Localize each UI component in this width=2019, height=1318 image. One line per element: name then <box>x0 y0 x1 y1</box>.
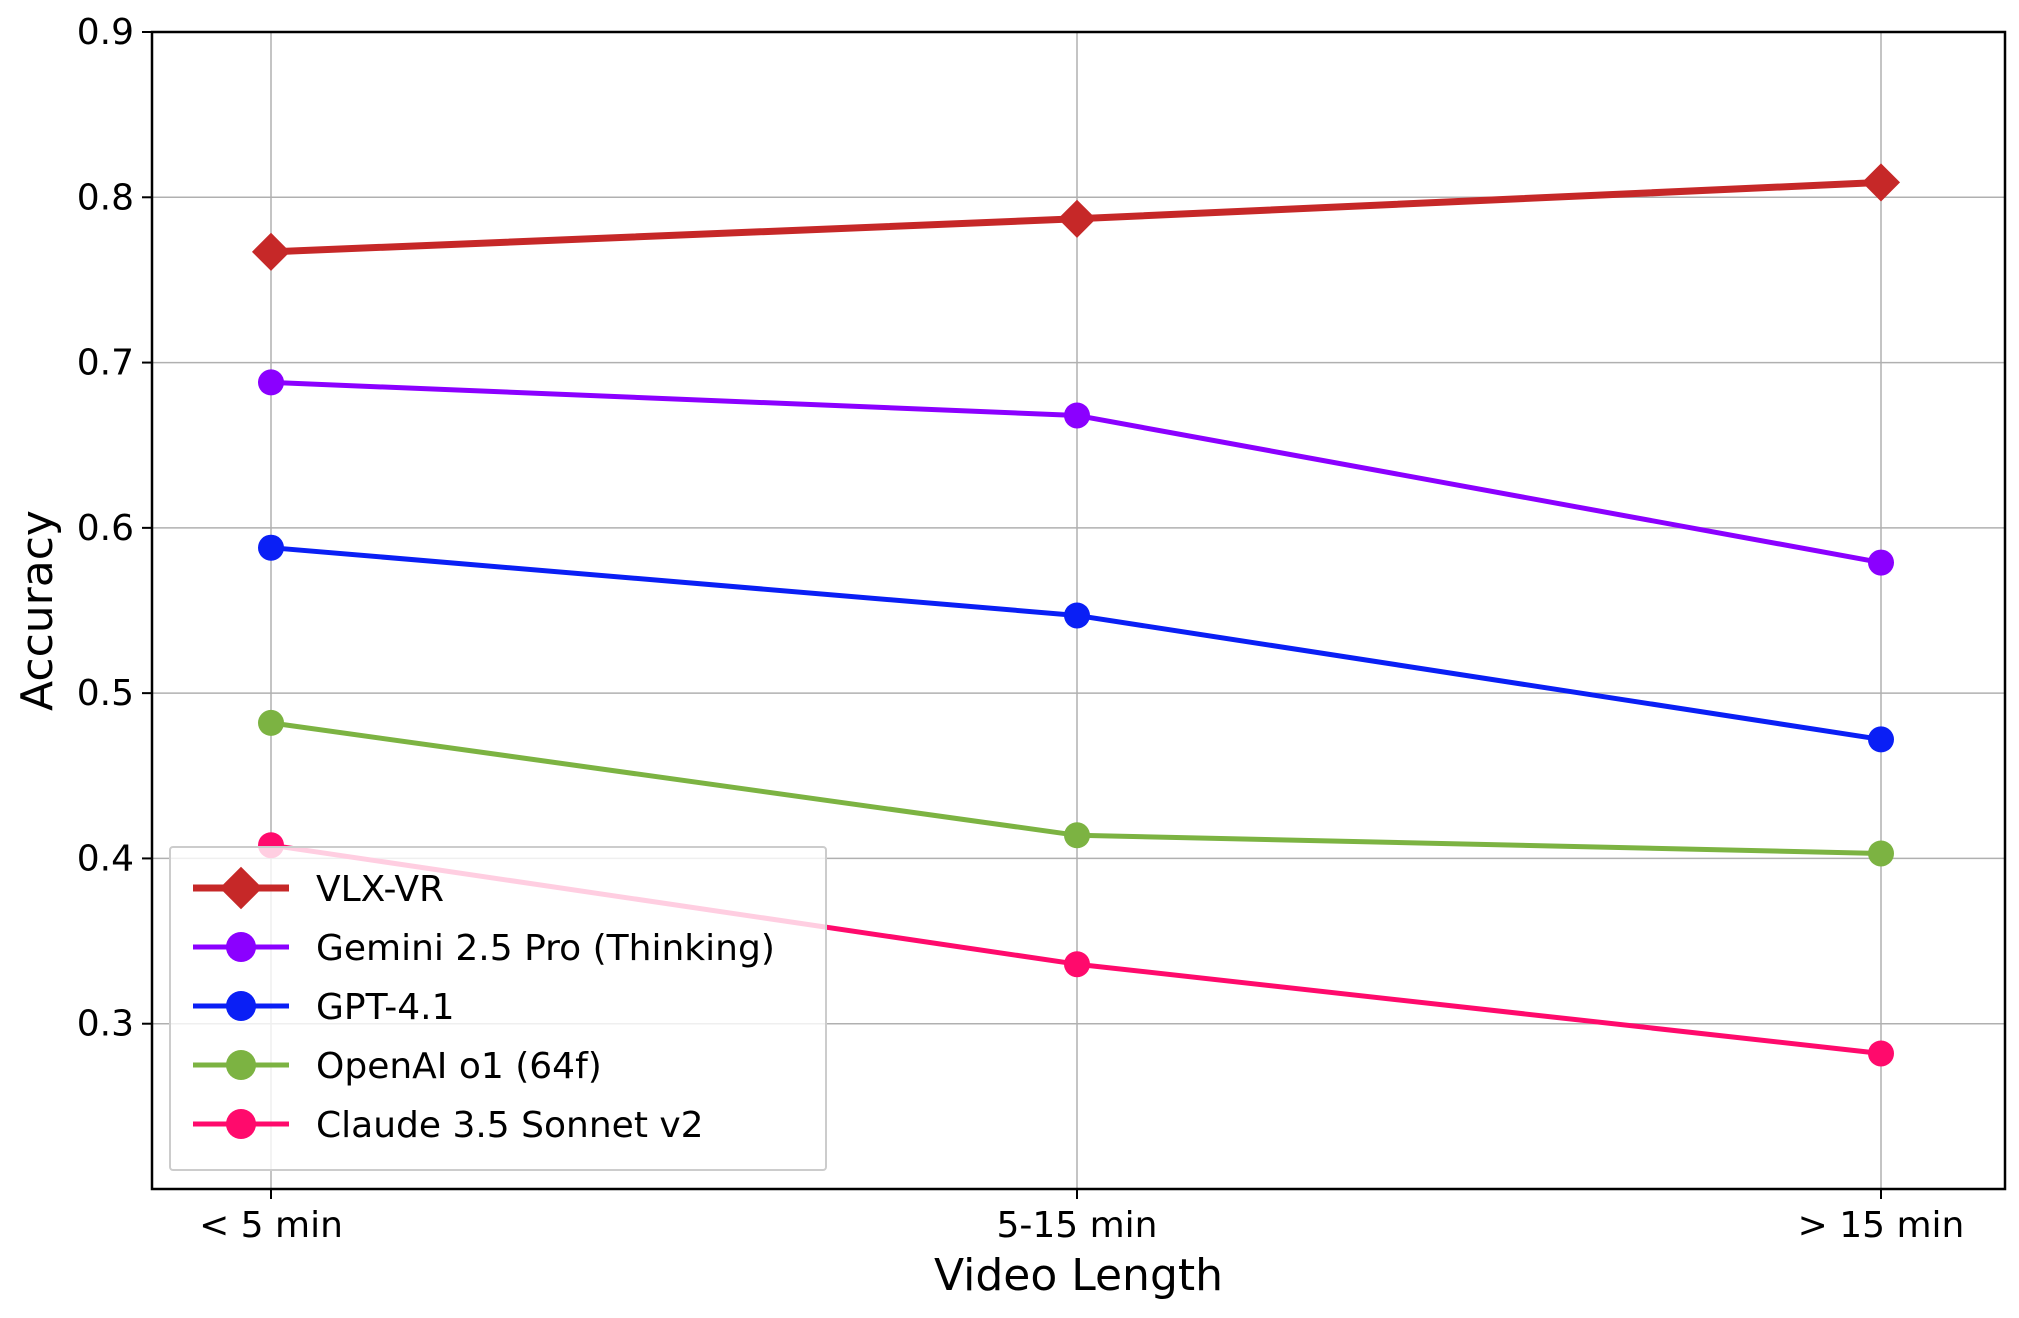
y-tick-label: 0.8 <box>77 177 134 218</box>
data-point <box>1861 163 1901 202</box>
series-gemini-2-5-pro-thinking <box>258 369 1894 576</box>
legend-marker <box>226 991 256 1021</box>
data-point <box>1057 199 1097 238</box>
data-point <box>1064 602 1090 629</box>
legend-box <box>169 846 827 1171</box>
y-tick-label: 0.7 <box>77 343 134 384</box>
legend-item: OpenAI o1 (64f) <box>193 1046 602 1087</box>
legend-label: VLX-VR <box>316 869 444 910</box>
legend-label: OpenAI o1 (64f) <box>316 1046 602 1087</box>
legend-marker <box>226 1050 256 1080</box>
series-vlx-vr <box>251 163 1901 271</box>
data-point <box>251 232 291 271</box>
data-point <box>258 369 284 396</box>
data-point <box>1868 1040 1894 1067</box>
y-axis-ticks: 0.3 0.4 0.5 0.6 0.7 0.8 0.9 <box>77 12 152 1045</box>
legend-item: Claude 3.5 Sonnet v2 <box>193 1105 704 1146</box>
x-tick-label: 5-15 min <box>996 1205 1157 1246</box>
legend-marker <box>226 1109 256 1139</box>
y-tick-label: 0.6 <box>77 508 134 549</box>
legend: VLX-VR Gemini 2.5 Pro (Thinking) GPT-4.1 Op… <box>169 846 827 1171</box>
legend-marker <box>219 866 263 910</box>
series-gpt-4-1 <box>258 534 1894 753</box>
data-point <box>1064 951 1090 978</box>
data-point <box>1064 822 1090 849</box>
y-tick-label: 0.4 <box>77 838 134 879</box>
x-tick-label: > 15 min <box>1798 1205 1965 1246</box>
legend-item: GPT-4.1 <box>193 987 455 1028</box>
plot-frame <box>150 30 2007 1191</box>
data-point <box>1868 726 1894 753</box>
x-axis-ticks: < 5 min 5-15 min > 15 min <box>199 1189 1964 1246</box>
legend-label: Gemini 2.5 Pro (Thinking) <box>316 928 775 969</box>
data-point <box>1868 840 1894 867</box>
series-line <box>270 545 1882 742</box>
y-tick-label: 0.5 <box>77 673 134 714</box>
data-point <box>1064 402 1090 429</box>
legend-item: VLX-VR <box>193 866 444 910</box>
series-openai-o1-64f <box>258 709 1894 867</box>
data-point <box>258 709 284 736</box>
legend-label: GPT-4.1 <box>316 987 455 1028</box>
x-tick-label: < 5 min <box>199 1205 343 1246</box>
data-point <box>1868 549 1894 576</box>
x-axis-title: Video Length <box>934 1250 1223 1301</box>
y-axis-title: Accuracy <box>12 510 63 711</box>
legend-label: Claude 3.5 Sonnet v2 <box>316 1105 704 1146</box>
data-point <box>258 534 284 561</box>
y-tick-label: 0.9 <box>77 12 134 53</box>
legend-item: Gemini 2.5 Pro (Thinking) <box>193 928 775 969</box>
legend-marker <box>226 932 256 962</box>
y-tick-label: 0.3 <box>77 1004 134 1045</box>
